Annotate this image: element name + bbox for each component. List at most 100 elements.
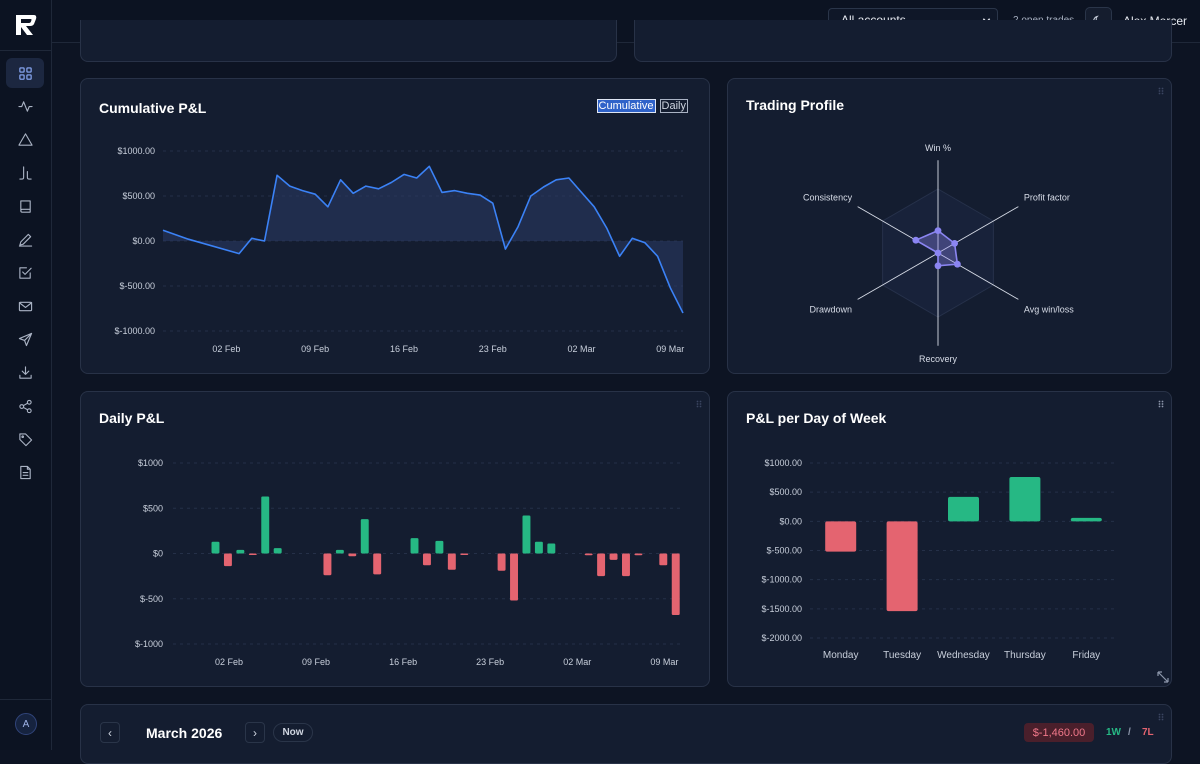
daily-bar	[236, 549, 245, 554]
scrolled-card-left	[80, 20, 617, 62]
x-tick-label: Friday	[1072, 650, 1100, 661]
radar-point	[934, 262, 942, 270]
daily-bar	[584, 553, 593, 556]
radar-axis	[937, 206, 1019, 254]
sidebar-nav-grid[interactable]	[6, 58, 44, 88]
y-tick-label: $-1000.00	[114, 326, 155, 336]
send-icon	[18, 332, 32, 347]
y-tick-label: $0.00	[779, 516, 802, 526]
app-logo[interactable]	[14, 14, 38, 36]
sidebar-nav-candlestick[interactable]	[6, 158, 44, 188]
sidebar-nav-book[interactable]	[6, 191, 44, 221]
x-tick-label: 02 Mar	[563, 657, 591, 667]
x-tick-label: 02 Feb	[212, 344, 240, 354]
y-tick-label: $-500.00	[119, 281, 155, 291]
avatar[interactable]: A	[15, 713, 37, 735]
sidebar-nav-tag[interactable]	[6, 424, 44, 454]
cumulative-pl-chart: $1000.00 $500.00 $0.00 $-500.00 $-1000.00 02 …	[114, 146, 684, 354]
drag-handle-icon[interactable]	[1158, 400, 1164, 408]
drag-handle-icon[interactable]	[696, 400, 702, 408]
daily-bar	[348, 553, 357, 557]
sidebar-nav-activity[interactable]	[6, 91, 44, 121]
dow-bar	[1009, 477, 1041, 522]
x-tick-label: 02 Mar	[568, 344, 596, 354]
x-tick-label: 09 Mar	[656, 344, 684, 354]
download-icon	[18, 366, 32, 379]
radar-axis-label: Win %	[925, 143, 951, 153]
dow-bar	[948, 496, 979, 522]
dow-pl-card: P&L per Day of Week $1000.00 $500.00 $0.00…	[727, 391, 1172, 687]
y-tick-label: $1000.00	[117, 146, 155, 156]
calendar-month: March 2026	[146, 725, 223, 741]
daily-bar	[360, 519, 369, 554]
card-title: Cumulative P&L	[99, 100, 207, 116]
y-tick-label: $1000.00	[764, 458, 802, 468]
daily-bar	[335, 549, 344, 554]
daily-bar	[597, 553, 606, 577]
next-month-button[interactable]: ›	[245, 722, 265, 743]
y-tick-label: $-500	[140, 594, 163, 604]
dow-bar	[1070, 517, 1102, 522]
series-area	[163, 166, 683, 313]
prev-month-button[interactable]: ‹	[100, 722, 120, 743]
warning-triangle-icon	[17, 133, 33, 146]
radar-axis-label: Avg win/loss	[1024, 305, 1074, 315]
daily-bar	[547, 543, 556, 554]
now-button[interactable]: Now	[273, 723, 313, 742]
x-tick-label: 09 Mar	[650, 657, 678, 667]
wl-separator: /	[1128, 727, 1131, 738]
trading-profile-card: Trading Profile Win % Profit factor Avg wi…	[727, 78, 1172, 374]
mail-icon	[18, 301, 32, 311]
x-tick-label: Thursday	[1004, 650, 1046, 661]
sidebar-nav-warning-triangle[interactable]	[6, 125, 44, 155]
drag-handle-icon[interactable]	[1158, 713, 1164, 721]
daily-bar	[223, 553, 232, 567]
sidebar-nav-document[interactable]	[6, 458, 44, 488]
activity-icon	[17, 101, 33, 112]
radar-axis-label: Profit factor	[1024, 192, 1070, 202]
drag-handle-icon[interactable]	[1158, 87, 1164, 95]
daily-bar	[671, 553, 680, 616]
card-title: P&L per Day of Week	[746, 410, 887, 426]
radar-point	[951, 240, 959, 247]
daily-bar	[522, 515, 531, 554]
daily-bar	[422, 553, 431, 566]
daily-bar	[410, 538, 419, 554]
sidebar-nav-share[interactable]	[6, 391, 44, 421]
daily-bar	[211, 541, 220, 554]
sidebar-nav-pencil[interactable]	[6, 225, 44, 255]
book-icon	[19, 200, 31, 213]
daily-bar	[497, 553, 506, 571]
y-tick-label: $0.00	[132, 236, 155, 246]
daily-bar	[460, 553, 469, 555]
resize-handle-icon[interactable]	[1157, 671, 1169, 683]
toggle-cumulative[interactable]: Cumulative	[596, 99, 656, 113]
checkbox-icon	[18, 267, 32, 279]
card-title: Trading Profile	[746, 97, 845, 113]
sidebar-nav-download[interactable]	[6, 358, 44, 388]
daily-bar	[261, 496, 270, 554]
y-tick-label: $-1500.00	[761, 604, 802, 614]
x-tick-label: 23 Feb	[479, 344, 507, 354]
sidebar-nav-mail[interactable]	[6, 291, 44, 321]
candlestick-icon	[18, 166, 32, 181]
sidebar-nav-send[interactable]	[6, 324, 44, 354]
x-tick-label: 16 Feb	[389, 657, 417, 667]
daily-bar	[609, 553, 618, 560]
x-tick-label: 16 Feb	[390, 344, 418, 354]
sidebar: A	[0, 0, 52, 750]
sidebar-nav-checkbox[interactable]	[6, 258, 44, 288]
daily-bar	[323, 553, 332, 576]
daily-bar	[510, 553, 518, 601]
y-tick-label: $500.00	[122, 191, 155, 201]
y-tick-label: $-2000.00	[761, 633, 802, 643]
x-tick-label: 02 Feb	[215, 657, 243, 667]
radar-point	[953, 260, 961, 268]
radar-axis-label: Consistency	[803, 192, 853, 202]
radar-axis-label: Drawdown	[810, 305, 853, 315]
toggle-daily[interactable]: Daily	[659, 99, 688, 113]
x-tick-label: Wednesday	[937, 650, 990, 661]
y-tick-label: $-1000.00	[761, 575, 802, 585]
daily-bar	[634, 553, 643, 556]
dow-pl-chart: $1000.00 $500.00 $0.00 $-500.00 $-1000.00 $-1…	[761, 458, 1117, 661]
